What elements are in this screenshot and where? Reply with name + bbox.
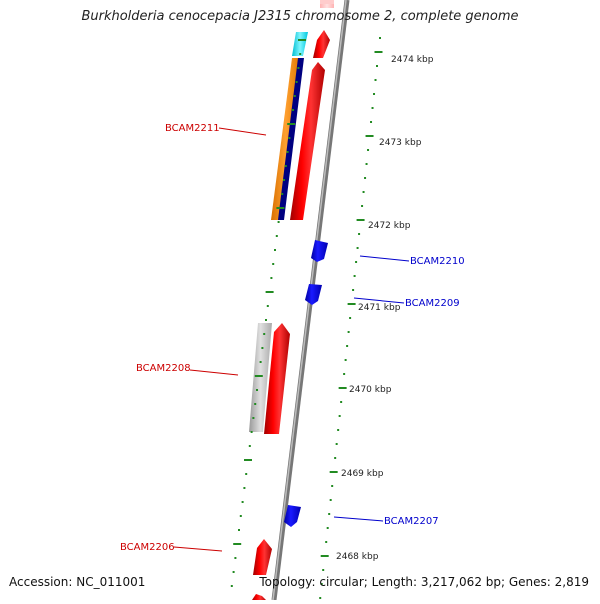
gene-labels: BCAM2211 BCAM2208 BCAM2206 BCAM2210 BCAM2209… xyxy=(120,123,465,553)
scale-label: 2474 kbp xyxy=(391,55,434,65)
scale-label: 2471 kbp xyxy=(358,303,401,313)
gene-label-forward[interactable]: BCAM2208 xyxy=(136,363,191,374)
scale-labels: 2474 kbp 2473 kbp 2472 kbp 2471 kbp 2470 kbp… xyxy=(336,55,434,562)
scale-label: 2469 kbp xyxy=(341,469,384,479)
map-title: Burkholderia cenocepacia J2315 chromosom… xyxy=(81,9,519,24)
genome-summary-text: Topology: circular; Length: 3,217,062 bp… xyxy=(259,575,589,589)
scale-label: 2473 kbp xyxy=(379,138,422,148)
gene-BCAM2211[interactable] xyxy=(290,62,325,220)
gene-BCAM2206[interactable] xyxy=(253,539,272,575)
gene-label-leader xyxy=(359,255,410,262)
scale-ticks-inner xyxy=(230,39,306,587)
gene-feature-red-top[interactable] xyxy=(313,30,330,58)
gene-BCAM2210[interactable] xyxy=(311,240,328,262)
gene-feature-faint-top xyxy=(320,0,334,4)
gene-BCAM2207[interactable] xyxy=(284,505,301,527)
gene-label-reverse[interactable]: BCAM2210 xyxy=(410,256,465,267)
accession-text: Accession: NC_011001 xyxy=(9,575,146,589)
gene-feature-cyan[interactable] xyxy=(292,32,308,56)
gene-label-reverse[interactable]: BCAM2209 xyxy=(405,298,460,309)
gene-feature-orange[interactable] xyxy=(271,58,300,220)
gene-label-reverse[interactable]: BCAM2207 xyxy=(384,516,439,527)
gene-label-leader xyxy=(353,297,405,304)
gene-label-forward[interactable]: BCAM2211 xyxy=(165,123,220,134)
scale-label: 2470 kbp xyxy=(349,385,392,395)
gene-BCAM2209[interactable] xyxy=(305,284,322,305)
gene-label-leader xyxy=(189,369,239,376)
scale-label: 2468 kbp xyxy=(336,552,379,562)
gene-feature-partial-bottom[interactable] xyxy=(252,594,266,600)
scale-label: 2472 kbp xyxy=(368,221,411,231)
gene-label-leader xyxy=(333,516,384,522)
gene-BCAM2208[interactable] xyxy=(264,323,290,434)
gene-label-forward[interactable]: BCAM2206 xyxy=(120,542,175,553)
gene-label-leader xyxy=(173,546,223,552)
gene-label-leader xyxy=(218,127,267,136)
scale-ticks-outer xyxy=(319,37,383,599)
